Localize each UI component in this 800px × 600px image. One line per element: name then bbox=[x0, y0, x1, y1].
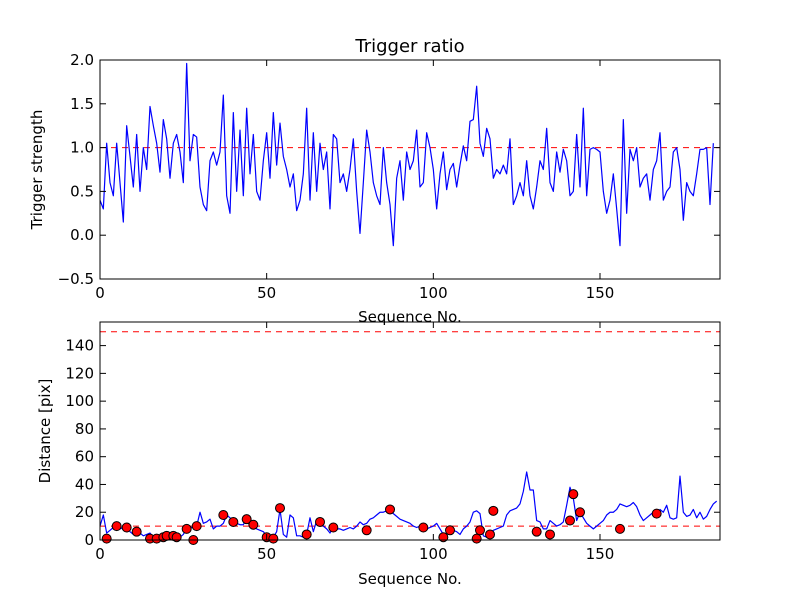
data-point bbox=[445, 525, 455, 536]
data-point bbox=[418, 522, 429, 533]
plot-content bbox=[99, 331, 720, 545]
data-point bbox=[488, 505, 499, 516]
x-tick-label: 50 bbox=[257, 284, 276, 302]
data-point bbox=[301, 529, 312, 540]
data-point bbox=[485, 529, 495, 540]
axis-ticks: 0 50 100 150 0 20 40 60 80 100 120 140 bbox=[65, 322, 720, 563]
x-tick-label: 150 bbox=[586, 284, 615, 302]
y-tick-label: 1.0 bbox=[70, 139, 94, 157]
y-tick-label: 2.0 bbox=[70, 51, 94, 69]
y-tick-label: 0 bbox=[84, 531, 94, 549]
x-tick-label: 100 bbox=[419, 545, 448, 563]
plot-content bbox=[99, 62, 720, 247]
data-point bbox=[275, 503, 285, 514]
series-line bbox=[99, 471, 718, 540]
axes-frame bbox=[99, 321, 721, 541]
data-point bbox=[171, 532, 182, 543]
data-point bbox=[181, 523, 192, 534]
data-point bbox=[131, 526, 142, 537]
y-tick-label: 40 bbox=[75, 475, 94, 493]
y-tick-label: 80 bbox=[75, 420, 94, 438]
data-point bbox=[328, 522, 339, 533]
data-point bbox=[438, 532, 449, 543]
x-tick-label: 0 bbox=[95, 284, 105, 302]
data-point bbox=[471, 533, 482, 544]
y-axis-label: Distance [pix] bbox=[36, 379, 54, 484]
chart-title: Trigger ratio bbox=[354, 36, 464, 57]
x-tick-label: 100 bbox=[419, 284, 448, 302]
data-point bbox=[615, 523, 625, 534]
data-point bbox=[228, 516, 239, 527]
axes-frame bbox=[99, 59, 721, 280]
x-axis-label: Sequence No. bbox=[358, 308, 462, 326]
y-tick-label: 120 bbox=[65, 364, 94, 382]
data-point bbox=[315, 516, 325, 527]
data-point bbox=[568, 489, 579, 500]
data-point bbox=[111, 521, 122, 532]
data-point bbox=[385, 504, 395, 515]
series-line bbox=[99, 62, 714, 247]
data-point bbox=[575, 507, 585, 518]
x-tick-label: 50 bbox=[257, 545, 276, 563]
data-point bbox=[651, 508, 662, 519]
y-tick-label: 1.5 bbox=[70, 95, 94, 113]
axis-ticks: 0 50 100 150 −0.5 0.0 0.5 1.0 1.5 2.0 bbox=[58, 51, 720, 302]
y-tick-label: 60 bbox=[75, 448, 94, 466]
data-point bbox=[218, 510, 229, 521]
data-point bbox=[475, 525, 485, 536]
data-point bbox=[545, 529, 555, 540]
data-point bbox=[101, 533, 112, 544]
data-point bbox=[565, 515, 575, 526]
data-point bbox=[121, 522, 132, 533]
distance-chart: 0 50 100 150 0 20 40 60 80 100 120 140 Sequence No.… bbox=[36, 321, 721, 588]
y-tick-label: 20 bbox=[75, 503, 94, 521]
x-tick-label: 0 bbox=[95, 545, 105, 563]
data-point bbox=[248, 519, 259, 530]
x-axis-label: Sequence No. bbox=[358, 570, 462, 588]
data-point bbox=[241, 514, 252, 525]
data-point bbox=[531, 526, 542, 537]
y-tick-label: 0.0 bbox=[70, 226, 94, 244]
data-point bbox=[191, 521, 202, 532]
x-tick-label: 150 bbox=[586, 545, 615, 563]
y-tick-label: 0.5 bbox=[70, 182, 94, 200]
data-point bbox=[361, 525, 372, 536]
data-point bbox=[268, 533, 279, 544]
y-tick-label: 140 bbox=[65, 337, 94, 355]
y-axis-label: Trigger strength bbox=[28, 110, 46, 231]
y-tick-label: 100 bbox=[65, 392, 94, 410]
y-tick-label: −0.5 bbox=[58, 270, 94, 288]
